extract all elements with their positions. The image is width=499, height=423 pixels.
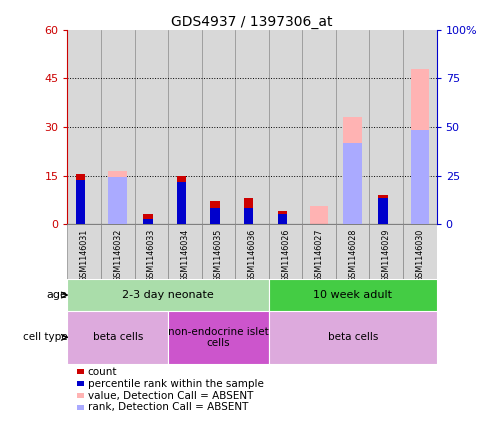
Bar <box>108 177 127 224</box>
Bar <box>202 224 235 279</box>
Bar <box>76 174 85 224</box>
Bar <box>135 224 168 279</box>
Text: GSM1146035: GSM1146035 <box>214 228 223 282</box>
Bar <box>269 279 437 311</box>
Bar <box>378 198 388 224</box>
Text: GSM1146026: GSM1146026 <box>281 228 290 282</box>
Bar <box>143 220 153 224</box>
Text: value, Detection Call = ABSENT: value, Detection Call = ABSENT <box>88 390 253 401</box>
Text: count: count <box>88 367 117 377</box>
Bar <box>310 206 328 224</box>
Text: non-endocrine islet
cells: non-endocrine islet cells <box>168 327 269 348</box>
Bar <box>101 224 135 279</box>
Text: GSM1146028: GSM1146028 <box>348 228 357 282</box>
Bar <box>378 195 388 224</box>
Bar <box>277 211 287 224</box>
Bar <box>411 130 429 224</box>
Bar <box>369 224 403 279</box>
Bar <box>211 208 220 224</box>
Bar <box>244 208 253 224</box>
Text: rank, Detection Call = ABSENT: rank, Detection Call = ABSENT <box>88 402 248 412</box>
Bar <box>67 30 101 224</box>
Bar <box>177 176 186 224</box>
Bar <box>369 30 403 224</box>
Bar <box>403 30 437 224</box>
Text: GSM1146031: GSM1146031 <box>80 228 89 282</box>
Bar <box>235 30 269 224</box>
Bar <box>343 117 362 224</box>
Bar <box>143 214 153 224</box>
Bar <box>135 30 168 224</box>
Text: GSM1146027: GSM1146027 <box>315 228 324 282</box>
Text: GSM1146032: GSM1146032 <box>113 228 122 282</box>
Text: percentile rank within the sample: percentile rank within the sample <box>88 379 263 389</box>
Text: age: age <box>46 290 67 300</box>
Bar <box>269 30 302 224</box>
Bar <box>343 143 362 224</box>
Text: 10 week adult: 10 week adult <box>313 290 392 300</box>
Bar <box>403 224 437 279</box>
Bar <box>168 30 202 224</box>
Text: cell type: cell type <box>23 332 67 342</box>
Bar <box>302 224 336 279</box>
Text: beta cells: beta cells <box>92 332 143 342</box>
Bar <box>168 311 269 364</box>
Text: GSM1146030: GSM1146030 <box>415 228 424 282</box>
Bar <box>177 182 186 224</box>
Bar <box>269 311 437 364</box>
Bar <box>67 311 168 364</box>
Bar <box>411 69 429 224</box>
Text: GSM1146034: GSM1146034 <box>180 228 189 282</box>
Text: beta cells: beta cells <box>327 332 378 342</box>
Text: GSM1146029: GSM1146029 <box>382 228 391 282</box>
Bar <box>277 214 287 224</box>
Bar <box>244 198 253 224</box>
Bar <box>211 201 220 224</box>
Bar <box>269 224 302 279</box>
Bar <box>336 224 369 279</box>
Bar <box>302 30 336 224</box>
Bar <box>67 224 101 279</box>
Text: 2-3 day neonate: 2-3 day neonate <box>122 290 214 300</box>
Bar <box>67 279 269 311</box>
Bar <box>76 181 85 224</box>
Text: GSM1146036: GSM1146036 <box>248 228 256 282</box>
Bar <box>336 30 369 224</box>
Bar <box>202 30 235 224</box>
Bar <box>101 30 135 224</box>
Text: GDS4937 / 1397306_at: GDS4937 / 1397306_at <box>171 15 333 29</box>
Bar <box>108 171 127 224</box>
Bar <box>168 224 202 279</box>
Text: GSM1146033: GSM1146033 <box>147 228 156 282</box>
Bar <box>235 224 269 279</box>
